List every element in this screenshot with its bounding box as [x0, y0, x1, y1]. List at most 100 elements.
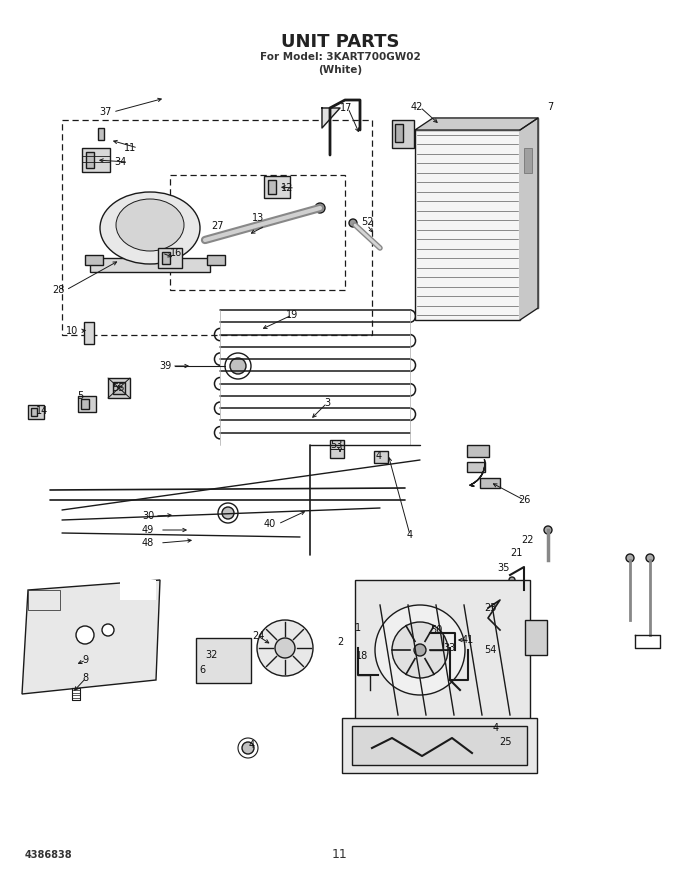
Bar [28, 405, 44, 419]
Bar [342, 718, 537, 773]
Circle shape [626, 554, 634, 562]
Bar [415, 130, 520, 320]
Text: 53: 53 [330, 440, 342, 450]
Text: 37: 37 [99, 107, 112, 117]
Ellipse shape [116, 199, 184, 251]
Bar [84, 322, 94, 344]
Text: 40: 40 [264, 519, 276, 529]
Bar [352, 726, 527, 765]
Bar [170, 175, 345, 290]
Text: (White): (White) [318, 65, 362, 75]
Text: 35: 35 [497, 563, 509, 573]
Bar [355, 580, 530, 735]
Text: 32: 32 [206, 650, 218, 660]
Bar [158, 248, 182, 268]
Text: 1: 1 [355, 623, 361, 633]
Circle shape [102, 624, 114, 636]
Bar [62, 120, 372, 335]
Text: 25: 25 [500, 737, 512, 747]
Ellipse shape [100, 192, 200, 264]
Bar [392, 120, 414, 148]
Bar [78, 396, 96, 412]
Bar [85, 255, 103, 265]
Text: 12: 12 [281, 183, 293, 193]
Circle shape [509, 577, 515, 583]
Text: 2: 2 [337, 637, 343, 647]
Text: 11: 11 [124, 143, 136, 153]
Bar [162, 252, 170, 264]
Bar [207, 255, 225, 265]
Circle shape [414, 644, 426, 656]
Text: 24: 24 [252, 631, 265, 641]
Text: 21: 21 [510, 548, 522, 558]
Text: 6: 6 [199, 665, 205, 675]
Bar [395, 124, 403, 142]
Polygon shape [322, 108, 340, 128]
Bar [480, 478, 500, 488]
Text: 23: 23 [483, 603, 496, 613]
Text: 54: 54 [483, 645, 496, 655]
Circle shape [375, 605, 465, 695]
Text: 49: 49 [142, 525, 154, 535]
Text: For Model: 3KART700GW02: For Model: 3KART700GW02 [260, 52, 420, 62]
Polygon shape [22, 580, 160, 694]
Bar [524, 148, 532, 173]
Text: 17: 17 [340, 103, 352, 113]
Text: 4: 4 [407, 530, 413, 540]
Bar [82, 148, 110, 172]
Polygon shape [28, 590, 60, 610]
Circle shape [315, 203, 325, 213]
Bar [433, 118, 538, 308]
Text: 8: 8 [82, 673, 88, 683]
Circle shape [76, 626, 94, 644]
Bar [113, 382, 125, 394]
Bar [268, 180, 276, 194]
Text: 34: 34 [114, 157, 126, 167]
Bar [86, 152, 94, 168]
Text: 4: 4 [376, 451, 382, 461]
Circle shape [646, 554, 654, 562]
Text: 11: 11 [332, 849, 348, 862]
Text: 27: 27 [211, 221, 224, 231]
Text: 4: 4 [249, 740, 255, 750]
Circle shape [242, 742, 254, 754]
Text: 55: 55 [112, 383, 124, 393]
Bar [467, 462, 485, 472]
Bar [196, 638, 251, 683]
Bar [81, 399, 89, 409]
Circle shape [544, 526, 552, 534]
Text: 4386838: 4386838 [25, 850, 73, 860]
Text: 22: 22 [522, 535, 534, 545]
Text: 52: 52 [361, 217, 373, 227]
Text: 7: 7 [547, 102, 553, 112]
Text: 30: 30 [142, 511, 154, 521]
Bar [108, 378, 130, 398]
Polygon shape [520, 118, 538, 320]
Polygon shape [415, 118, 538, 130]
Circle shape [230, 358, 246, 374]
Text: 16: 16 [170, 248, 182, 258]
Text: 19: 19 [286, 310, 298, 320]
Text: 14: 14 [36, 406, 48, 416]
Bar [467, 445, 489, 457]
Bar [98, 128, 104, 140]
Text: 5: 5 [77, 391, 83, 401]
Circle shape [257, 620, 313, 676]
Bar [90, 258, 210, 272]
Circle shape [222, 507, 234, 519]
Text: UNIT PARTS: UNIT PARTS [281, 33, 399, 51]
Bar [264, 176, 290, 198]
Text: 26: 26 [517, 495, 530, 505]
Text: 18: 18 [356, 651, 368, 661]
Circle shape [504, 744, 516, 756]
Text: 10: 10 [66, 326, 78, 336]
Bar [374, 451, 388, 463]
Text: 28: 28 [52, 285, 64, 295]
Text: 13: 13 [252, 213, 264, 223]
Text: 41: 41 [462, 635, 474, 645]
Text: 50: 50 [430, 625, 442, 635]
Circle shape [392, 622, 448, 678]
Text: 33: 33 [443, 643, 455, 653]
Circle shape [349, 219, 357, 227]
Text: 39: 39 [159, 361, 171, 371]
